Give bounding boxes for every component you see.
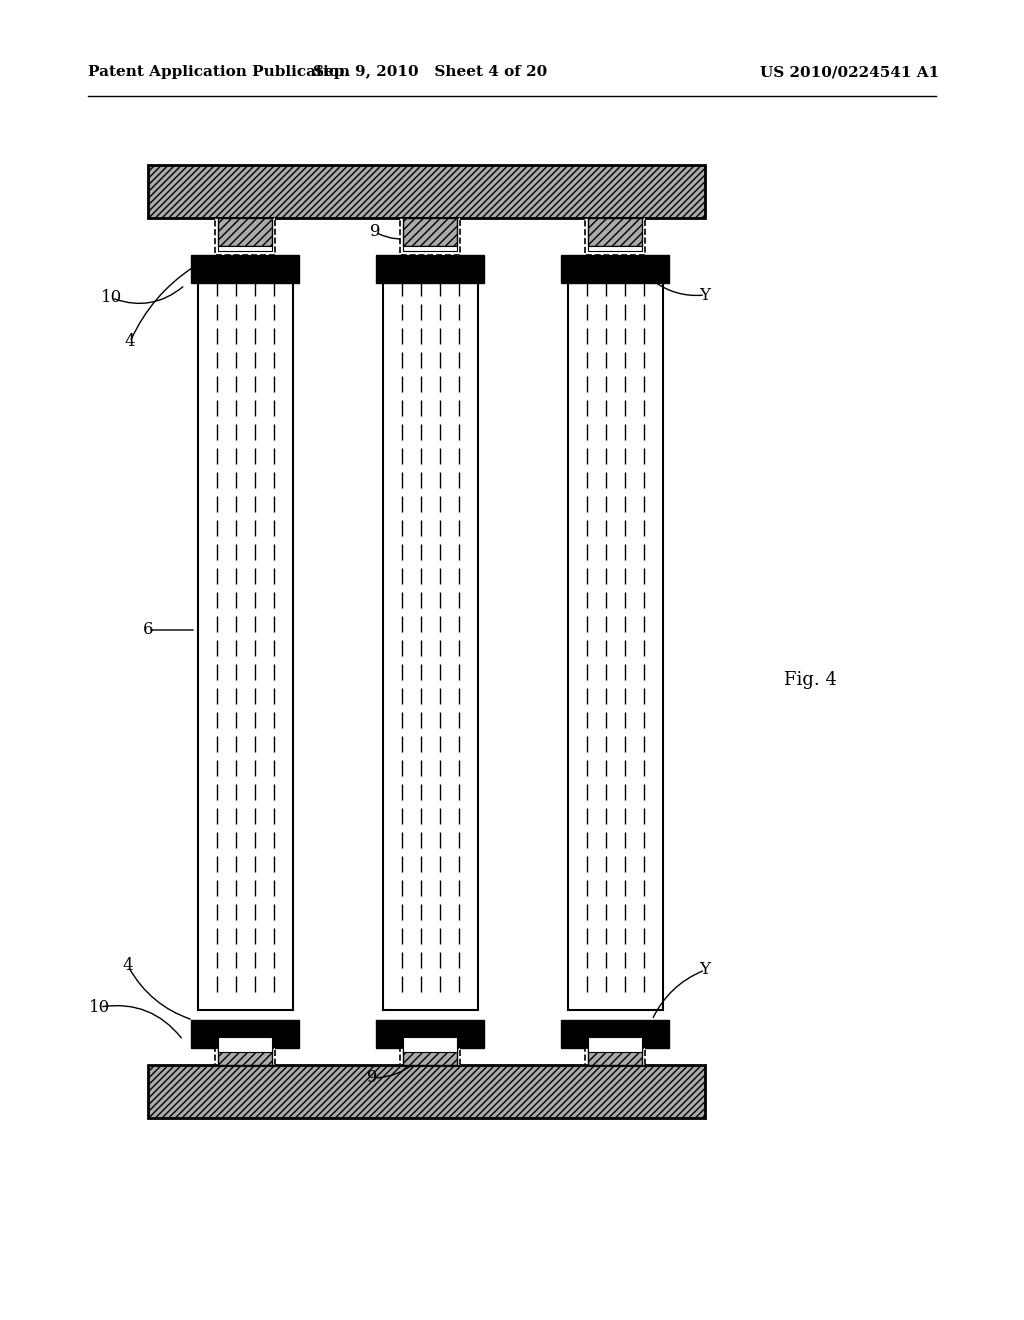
- Bar: [148, 165, 705, 218]
- Bar: [376, 255, 484, 282]
- Bar: [588, 1038, 642, 1065]
- Text: 9: 9: [370, 223, 380, 240]
- Bar: [403, 1038, 457, 1065]
- Bar: [198, 271, 293, 1010]
- Bar: [383, 271, 478, 1010]
- Bar: [561, 1020, 669, 1048]
- Bar: [215, 1048, 275, 1065]
- Bar: [218, 1038, 272, 1052]
- Bar: [585, 1048, 645, 1065]
- Text: 10: 10: [101, 289, 123, 306]
- Text: Sep. 9, 2010   Sheet 4 of 20: Sep. 9, 2010 Sheet 4 of 20: [313, 65, 547, 79]
- Text: 9: 9: [367, 1069, 377, 1086]
- Bar: [191, 255, 299, 282]
- Bar: [588, 246, 642, 251]
- Bar: [588, 218, 642, 246]
- Text: 6: 6: [142, 622, 154, 639]
- Text: 10: 10: [89, 998, 111, 1015]
- Bar: [588, 1038, 642, 1052]
- Bar: [403, 1038, 457, 1052]
- Text: 4: 4: [123, 957, 133, 974]
- Text: US 2010/0224541 A1: US 2010/0224541 A1: [760, 65, 939, 79]
- Text: 4: 4: [125, 334, 135, 351]
- Bar: [218, 218, 272, 246]
- Bar: [403, 246, 457, 251]
- Bar: [215, 218, 275, 255]
- Bar: [148, 1065, 705, 1118]
- Bar: [403, 218, 457, 246]
- Text: Patent Application Publication: Patent Application Publication: [88, 65, 350, 79]
- Bar: [376, 1020, 484, 1048]
- Text: Fig. 4: Fig. 4: [783, 671, 837, 689]
- Bar: [400, 218, 460, 255]
- Text: Y: Y: [699, 961, 711, 978]
- Text: Y: Y: [699, 286, 711, 304]
- Bar: [400, 1048, 460, 1065]
- Bar: [561, 255, 669, 282]
- Bar: [218, 1038, 272, 1065]
- Bar: [218, 246, 272, 251]
- Bar: [585, 218, 645, 255]
- Bar: [568, 271, 663, 1010]
- Bar: [191, 1020, 299, 1048]
